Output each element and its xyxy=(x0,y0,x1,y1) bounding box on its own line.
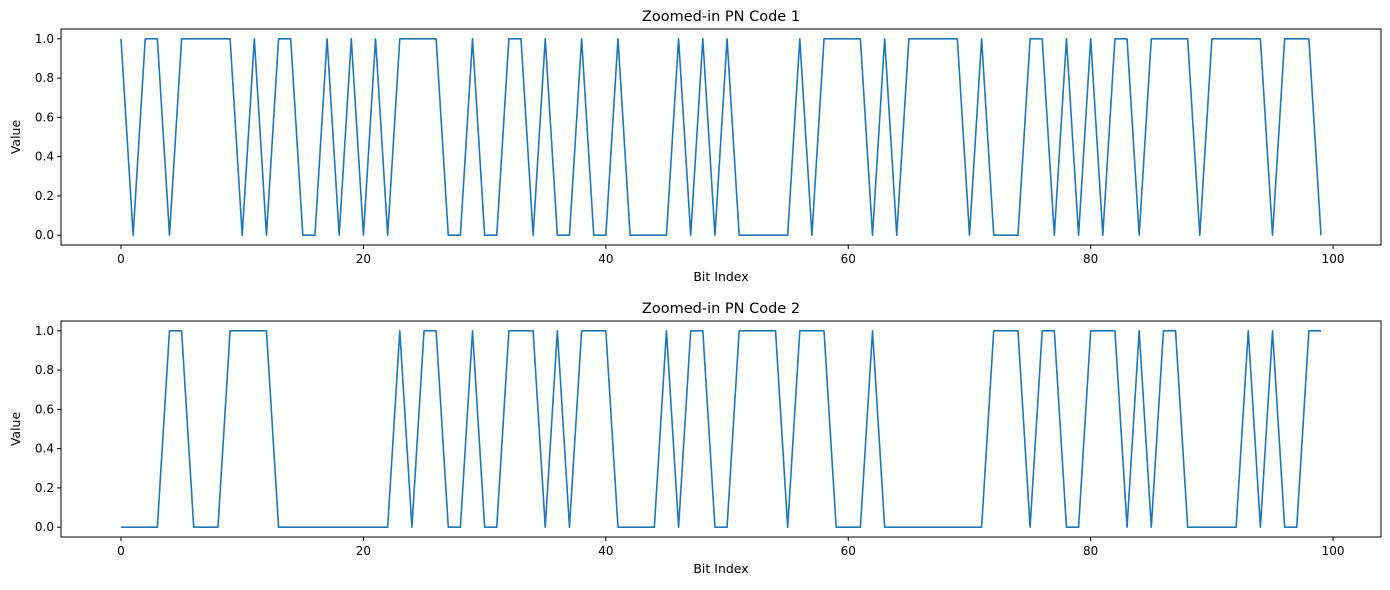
x-tick-label: 40 xyxy=(598,544,613,558)
y-axis-label: Value xyxy=(8,120,23,155)
x-axis-label: Bit Index xyxy=(693,269,748,284)
y-tick-label: 0.8 xyxy=(35,71,54,85)
y-tick-label: 0.4 xyxy=(35,150,54,164)
x-tick-label: 20 xyxy=(356,252,371,266)
x-tick-label: 40 xyxy=(598,252,613,266)
y-tick-label: 1.0 xyxy=(35,32,54,46)
y-tick-label: 0.0 xyxy=(35,520,54,534)
x-tick-label: 80 xyxy=(1083,544,1098,558)
y-tick-label: 0.8 xyxy=(35,363,54,377)
axes-frame xyxy=(60,28,1382,246)
y-axis-label: Value xyxy=(8,412,23,447)
x-tick-label: 100 xyxy=(1322,544,1345,558)
chart-title: Zoomed-in PN Code 2 xyxy=(642,301,800,317)
subplot-pn-code-1: Zoomed-in PN Code 1 0 20 40 60 80 100 0.0 0.2 0.4… xyxy=(8,9,1382,284)
x-tick-label: 60 xyxy=(841,252,856,266)
y-tick-label: 0.6 xyxy=(35,402,54,416)
x-tick-label: 20 xyxy=(356,544,371,558)
x-axis-label: Bit Index xyxy=(693,561,748,576)
series-line xyxy=(121,330,1321,528)
x-tick-label: 80 xyxy=(1083,252,1098,266)
y-tick-label: 0.2 xyxy=(35,189,54,203)
chart-title: Zoomed-in PN Code 1 xyxy=(642,9,800,25)
x-tick-label: 0 xyxy=(117,544,125,558)
series-line xyxy=(120,38,1322,236)
y-tick-label: 0.6 xyxy=(35,110,54,124)
x-tick-label: 100 xyxy=(1322,252,1345,266)
y-tick-label: 0.2 xyxy=(35,481,54,495)
y-tick-label: 0.4 xyxy=(35,442,54,456)
axes-frame xyxy=(60,320,1382,538)
y-tick-label: 1.0 xyxy=(35,324,54,338)
x-tick-label: 0 xyxy=(117,252,125,266)
y-tick-label: 0.0 xyxy=(35,228,54,242)
subplot-pn-code-2: Zoomed-in PN Code 2 0 20 40 60 80 100 0.0 0.2 0.4… xyxy=(8,301,1382,576)
x-tick-label: 60 xyxy=(841,544,856,558)
